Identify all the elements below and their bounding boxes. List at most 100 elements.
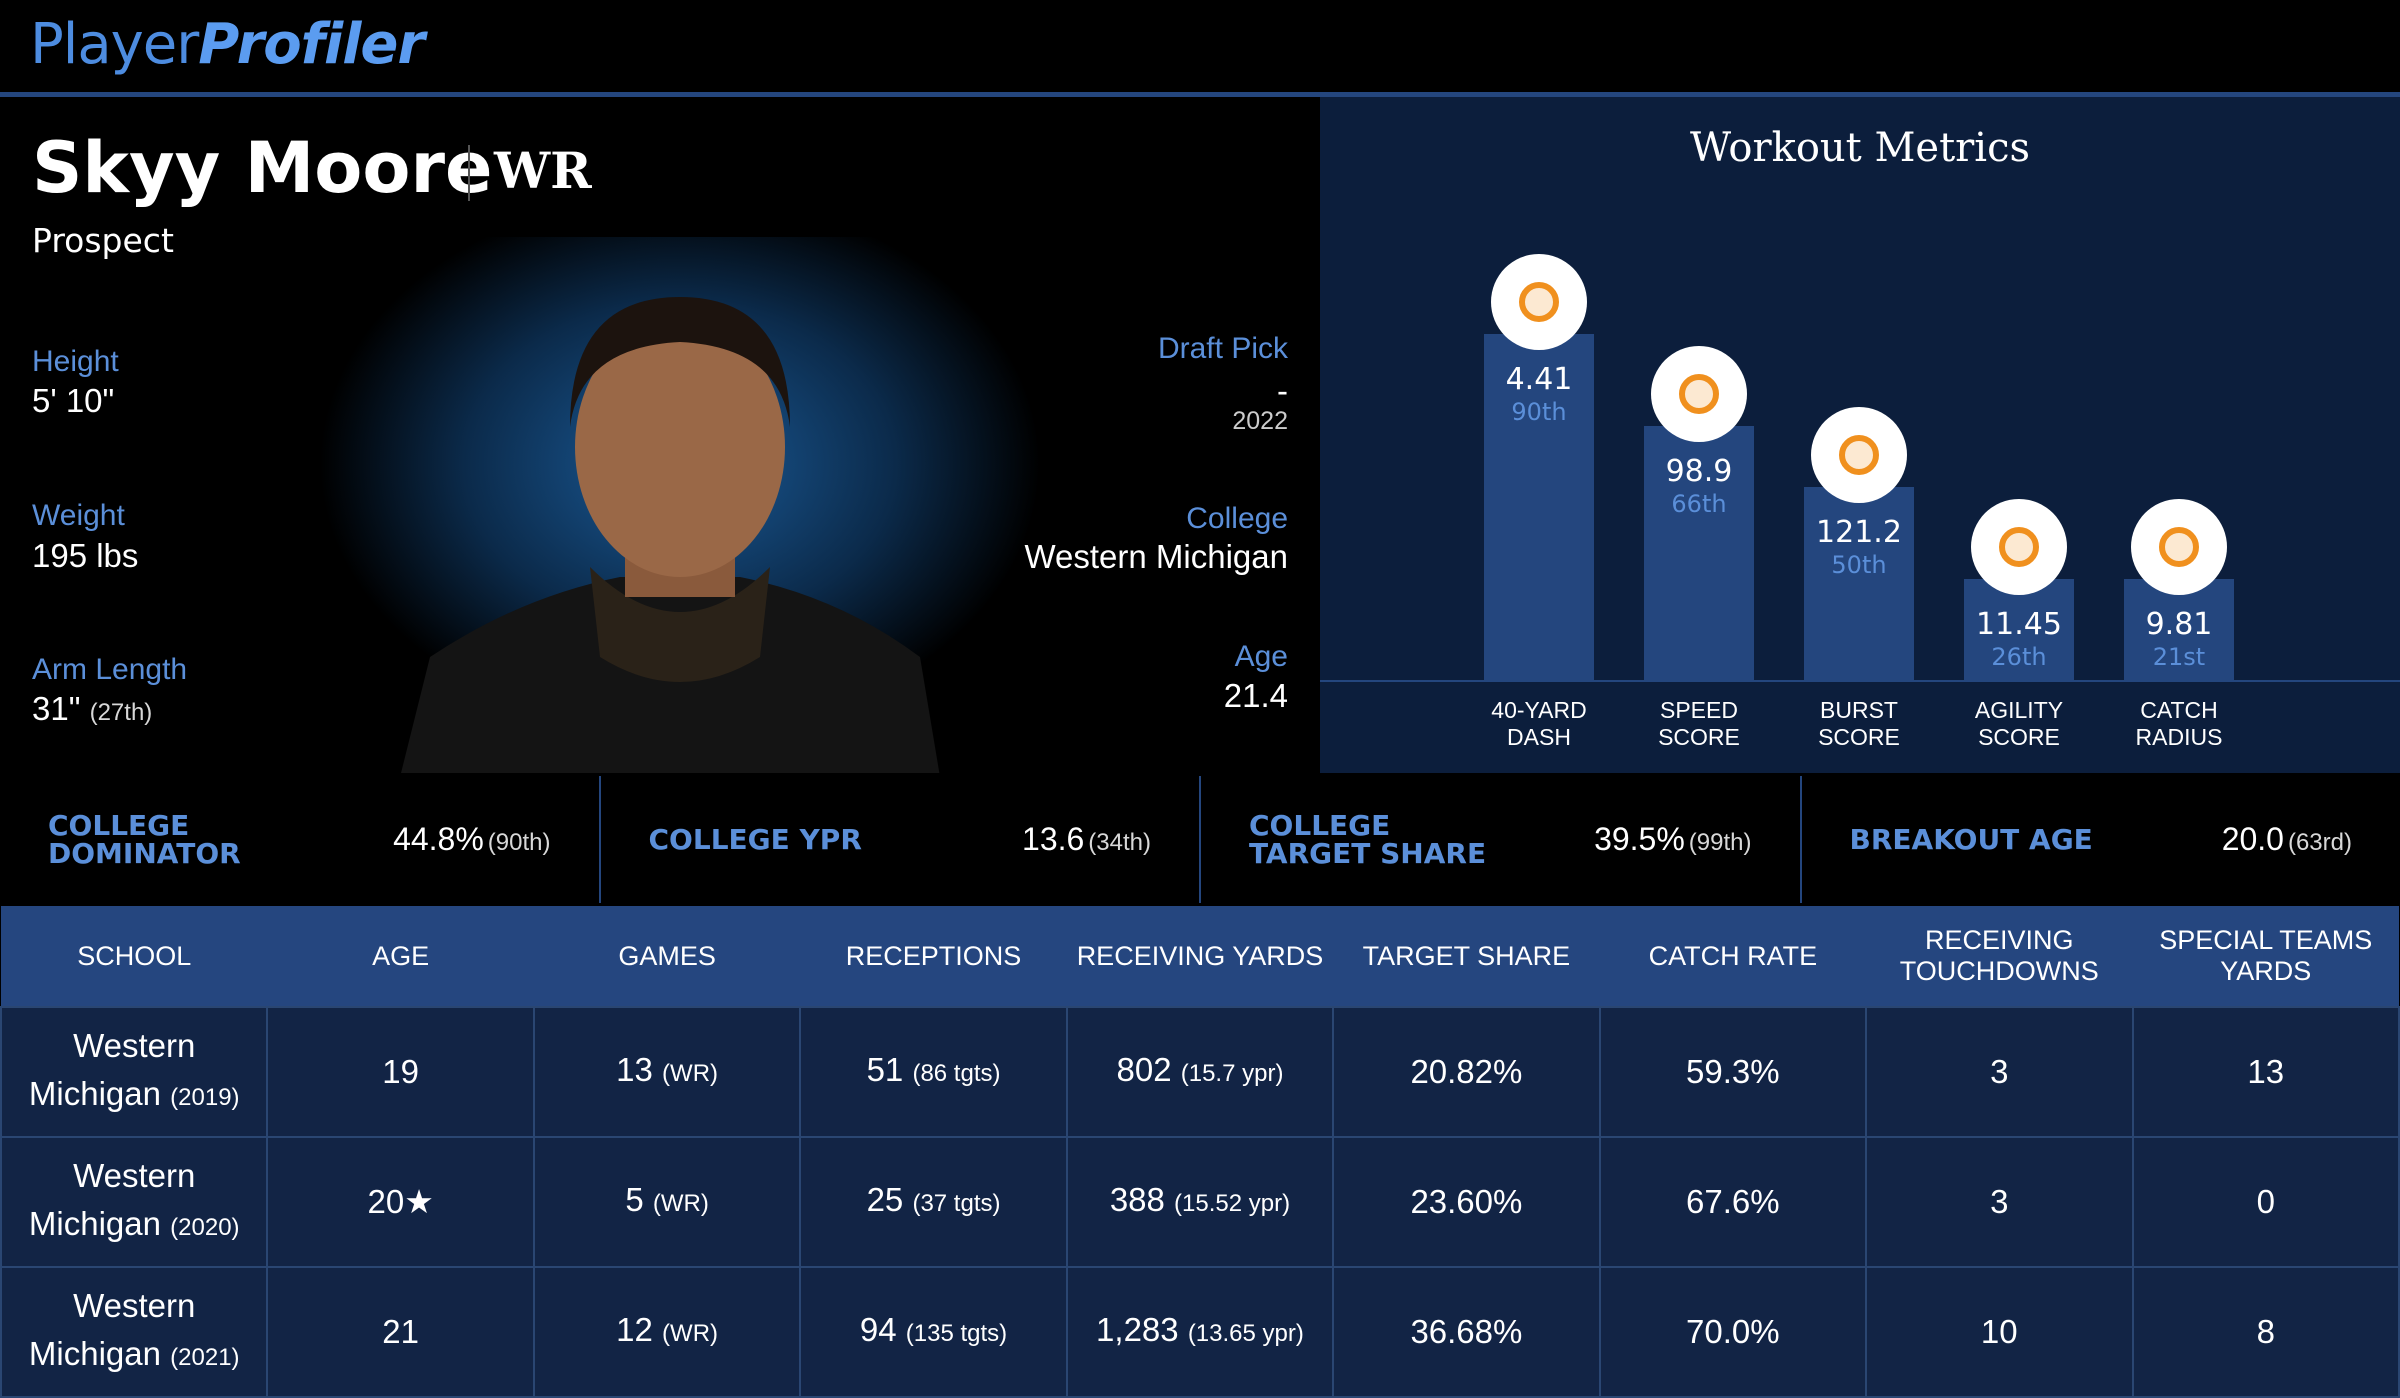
table-cell: 94 (135 tgts) [800,1267,1066,1397]
stat-label: COLLEGE YPR [649,826,909,854]
metric-rank: 50th [1779,551,1939,579]
arm-length-rank: (27th) [90,699,153,726]
table-cell: 25 (37 tgts) [800,1137,1066,1267]
cell-value: 13 [2247,1053,2284,1090]
stat-rank: (99th) [1689,829,1752,856]
column-header: AGE [267,906,533,1007]
stat-rank: (90th) [488,829,551,856]
weight-value: 195 lbs [32,537,138,575]
cell-value: 94 [860,1311,897,1348]
metric-value: 9.81 [2099,607,2259,642]
cell-value: 70.0% [1686,1313,1780,1350]
cell-value: 0 [2257,1183,2275,1220]
stat-value: 44.8% [393,821,484,857]
table-cell: Western Michigan (2021) [1,1267,267,1397]
logo-text: Player [30,12,198,77]
cell-note: (15.52 ypr) [1174,1190,1290,1217]
cell-value: 51 [867,1051,904,1088]
page: PlayerProfiler { "header": {"logo_first"… [0,0,2400,1350]
metric-icon [1971,499,2067,595]
metric-label: AGILITY [1929,697,2109,724]
icon-glyph [1839,435,1879,475]
cell-value: 12 [616,1311,653,1348]
cell-value: 802 [1117,1051,1172,1088]
column-header: RECEIVING TOUCHDOWNS [1866,906,2132,1007]
arm-length-label: Arm Length [32,653,187,687]
cell-note: (2021) [170,1344,239,1371]
metric-label: SCORE [1769,724,1949,751]
table-cell: 388 (15.52 ypr) [1067,1137,1333,1267]
column-header: SPECIAL TEAMS YARDS [2133,906,2400,1007]
metric-value: 121.2 [1779,515,1939,550]
table-cell: 3 [1866,1007,2132,1137]
player-panel: Skyy Moore WR Prospect Height 5' 10" Wei… [0,97,1320,773]
stat-label: COLLEGE TARGET SHARE [1249,812,1509,868]
table-row: Western Michigan (2020)20★5 (WR)25 (37 t… [1,1137,2399,1267]
cell-value: 1,283 [1096,1311,1179,1348]
header-bar: PlayerProfiler [0,0,2400,97]
metric-label: SCORE [1609,724,1789,751]
cell-value: 8 [2257,1313,2275,1350]
stat-value-group: 13.6(34th) [1022,821,1151,858]
stat-value: 13.6 [1022,821,1084,857]
college-label: College [1186,502,1288,536]
cell-value: 3 [1990,1053,2008,1090]
table-cell: 23.60% [1333,1137,1599,1267]
table-cell: 802 (15.7 ypr) [1067,1007,1333,1137]
cell-note: (13.65 ypr) [1188,1320,1304,1347]
height-label: Height [32,345,119,379]
metric-icon [1811,407,1907,503]
cell-note: (WR) [662,1060,718,1087]
column-header: GAMES [534,906,800,1007]
cell-note: (135 tgts) [906,1320,1007,1347]
cell-value: 21 [382,1313,419,1350]
table-cell: 10 [1866,1267,2132,1397]
metric-label: BURST [1769,697,1949,724]
table-cell: 36.68% [1333,1267,1599,1397]
cell-note: (2020) [170,1214,239,1241]
player-name: Skyy Moore [32,127,492,209]
table-cell: 13 (WR) [534,1007,800,1137]
column-header: RECEIVING YARDS [1067,906,1333,1007]
icon-glyph [1519,282,1559,322]
cell-value: 5 [625,1181,643,1218]
college-value: Western Michigan [1024,538,1288,576]
cell-value: 388 [1110,1181,1165,1218]
table-cell: Western Michigan (2019) [1,1007,267,1137]
column-header: CATCH RATE [1600,906,1866,1007]
cell-value: 36.68% [1410,1313,1522,1350]
divider [468,145,470,201]
logo[interactable]: PlayerProfiler [30,12,424,77]
stat-cell: COLLEGE YPR 13.6(34th) [601,776,1202,903]
table-cell: 51 (86 tgts) [800,1007,1066,1137]
table-cell: 12 (WR) [534,1267,800,1397]
stat-value-group: 44.8%(90th) [393,821,550,858]
cell-note: (WR) [653,1190,709,1217]
table-cell: 20.82% [1333,1007,1599,1137]
table-cell: 3 [1866,1137,2132,1267]
workout-title: Workout Metrics [1320,125,2400,171]
cell-value: 20.82% [1410,1053,1522,1090]
metric-label: RADIUS [2089,724,2269,751]
table-cell: 13 [2133,1007,2400,1137]
logo-text: Profiler [198,12,424,77]
icon-glyph [1679,374,1719,414]
draft-year: 2022 [1232,407,1288,436]
cell-value: 25 [867,1181,904,1218]
table-cell: 20★ [267,1137,533,1267]
stat-value-group: 39.5%(99th) [1594,821,1751,858]
table-cell: 59.3% [1600,1007,1866,1137]
draft-pick-label: Draft Pick [1158,332,1288,366]
metric-icon [1651,346,1747,442]
height-value: 5' 10" [32,382,114,420]
table-cell: 1,283 (13.65 ypr) [1067,1267,1333,1397]
table-cell: 21 [267,1267,533,1397]
metric-rank: 21st [2099,643,2259,671]
metric-value: 98.9 [1619,454,1779,489]
player-position: WR [494,141,592,200]
